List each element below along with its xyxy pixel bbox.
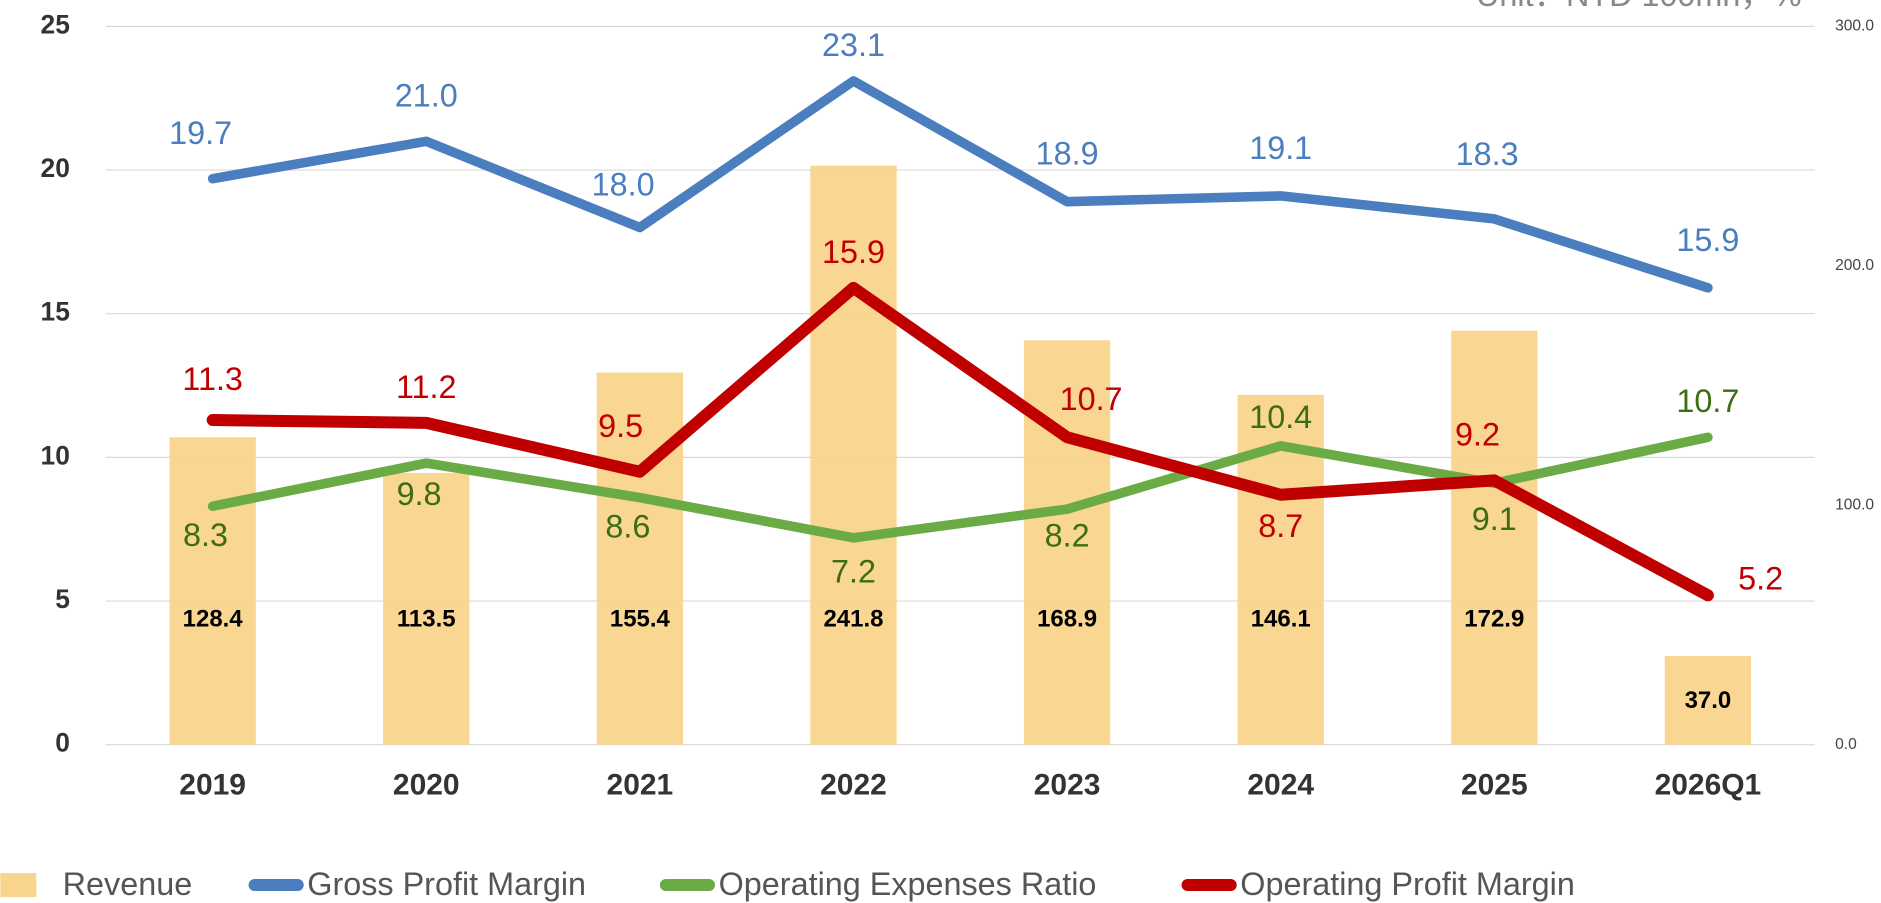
legend-label: Operating Profit Margin [1240,866,1575,902]
line-value-label: 19.7 [169,115,232,151]
y-tick-label: 0 [55,728,70,758]
unit-label: Unit：NTD 100mn，% [1476,0,1801,13]
line-value-label: 10.4 [1249,399,1312,435]
line-value-label: 10.7 [1060,381,1123,417]
line-value-label: 9.2 [1455,417,1500,453]
line-value-label: 15.9 [822,234,885,270]
y-tick-label: 25 [41,9,70,39]
y2-tick-label: 200.0 [1835,257,1874,274]
y-tick-label: 10 [41,440,70,470]
y2-tick-label: 100.0 [1835,496,1874,513]
line-value-label: 11.3 [182,361,243,397]
x-tick-label: 2023 [1034,769,1101,802]
bar-value-label: 241.8 [823,605,883,632]
line-value-label: 9.5 [598,408,643,444]
line-value-label: 8.2 [1045,517,1090,553]
line-value-label: 11.2 [396,369,457,405]
line-value-label: 9.8 [397,476,442,512]
y2-tick-label: 300.0 [1835,17,1874,34]
bar [1023,340,1111,745]
y-tick-label: 20 [41,153,70,183]
line [206,281,1714,602]
line-value-label: 8.7 [1258,508,1303,544]
bar [596,372,684,745]
bar-value-label: 128.4 [183,605,244,632]
y2-tick-label: 0.0 [1835,736,1857,753]
bar-value-label: 113.5 [397,605,456,632]
line-value-label: 21.0 [395,78,458,114]
legend-swatch [0,873,37,898]
line-value-label: 8.3 [183,517,228,553]
x-tick-label: 2026Q1 [1655,769,1762,802]
legend-label: Gross Profit Margin [307,866,586,902]
x-tick-label: 2025 [1461,769,1528,802]
bar [1451,330,1538,745]
bar-value-label: 146.1 [1251,605,1311,632]
x-tick-label: 2022 [820,769,887,802]
legend-label: Revenue [63,866,193,902]
line-value-label: 19.1 [1249,130,1312,166]
x-tick-label: 2024 [1247,769,1314,802]
line-value-label: 7.2 [831,553,876,589]
bar-value-label: 168.9 [1037,605,1097,632]
legend-label: Operating Expenses Ratio [719,866,1097,902]
bar [383,472,470,745]
line-value-label: 15.9 [1676,222,1739,258]
line-value-label: 23.1 [822,27,885,63]
x-tick-label: 2020 [393,769,460,802]
bar-value-label: 172.9 [1464,605,1524,632]
y-tick-label: 15 [41,297,70,327]
bar-value-label: 37.0 [1685,687,1732,714]
line-value-label: 8.6 [605,508,650,544]
x-tick-label: 2019 [179,769,246,802]
x-tick-label: 2021 [607,769,674,802]
line [207,76,1713,293]
line-value-label: 10.7 [1676,383,1739,419]
bar [810,165,897,745]
line-value-label: 18.3 [1456,136,1519,172]
bar-value-label: 155.4 [610,605,671,632]
bar [1664,656,1752,745]
line-value-label: 5.2 [1738,560,1783,596]
line-value-label: 18.0 [592,166,655,202]
line-value-label: 9.1 [1472,501,1517,537]
y-tick-label: 5 [55,584,70,614]
line-value-label: 18.9 [1036,136,1099,172]
bar [169,437,256,745]
